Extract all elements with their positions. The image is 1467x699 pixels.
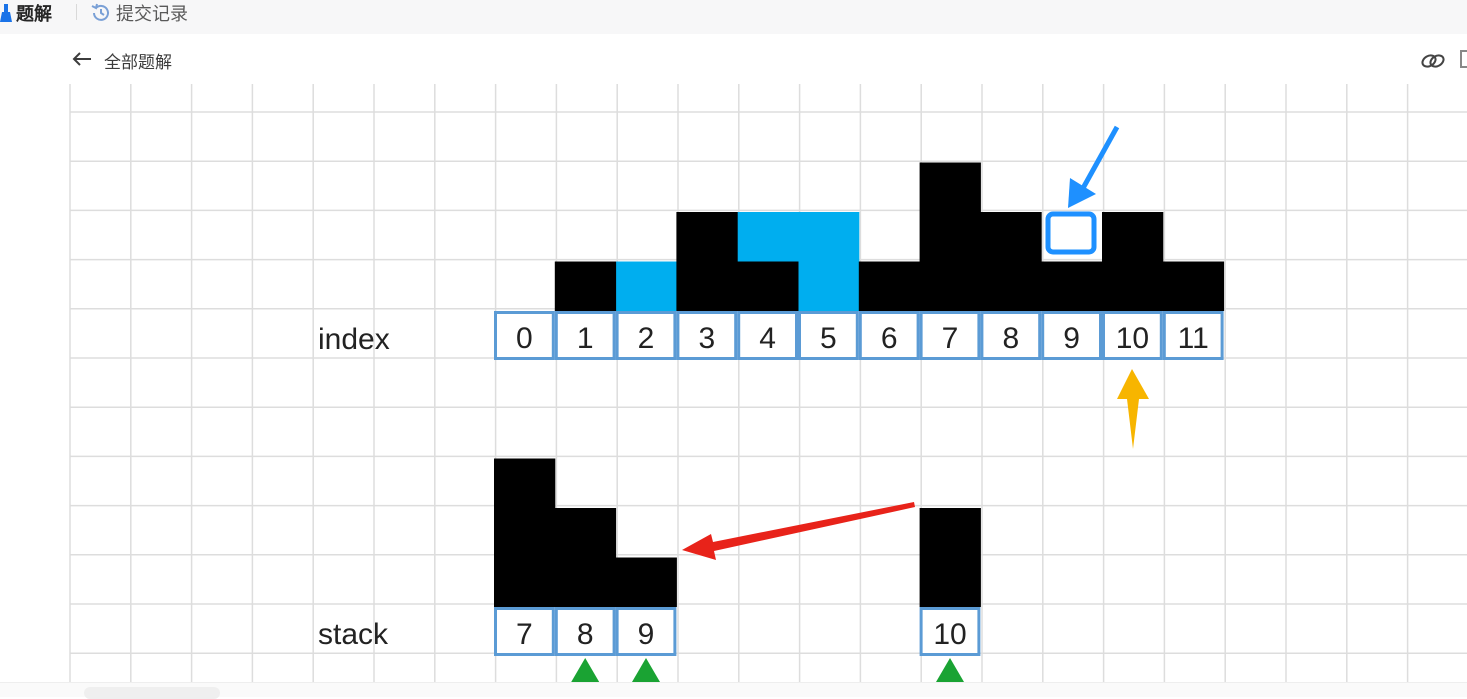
water-cell	[737, 212, 799, 262]
index-cell	[1102, 311, 1163, 360]
stack-cell-label: 7	[516, 618, 533, 651]
water-cell	[798, 212, 860, 311]
index-cell-label: 11	[1178, 322, 1209, 355]
top-tab-bar: 题解 提交记录	[0, 0, 1467, 35]
tab-divider	[76, 4, 77, 20]
tab-solution[interactable]: 题解	[0, 0, 52, 26]
stack-cell-label: 8	[577, 618, 594, 651]
height-block	[737, 261, 799, 311]
blue-arrow	[1068, 125, 1120, 208]
index-cell-label: 10	[1116, 322, 1149, 355]
green-marker	[632, 658, 660, 682]
solution-header: 全部题解	[0, 34, 1467, 84]
water-cells	[615, 212, 860, 311]
index-cell	[1162, 311, 1224, 360]
index-cell	[494, 311, 555, 360]
index-cell-label: 7	[942, 322, 959, 355]
index-cell-label: 4	[759, 322, 776, 355]
index-cell	[858, 311, 920, 360]
index-cell-label: 9	[1063, 322, 1080, 355]
height-block	[980, 212, 1042, 311]
orange-arrow	[1117, 369, 1149, 449]
stack-cell	[615, 607, 677, 656]
green-marker	[936, 658, 964, 682]
link-icon[interactable]	[1420, 50, 1446, 76]
height-block	[554, 261, 617, 311]
stack-block	[615, 557, 677, 607]
index-cell-label: 0	[516, 322, 533, 355]
back-to-all-solutions[interactable]: 全部题解	[72, 48, 172, 73]
stack-cell	[919, 607, 981, 656]
index-label: index	[318, 323, 390, 356]
height-block	[1102, 212, 1164, 311]
index-cell-label: 5	[820, 322, 837, 355]
arrow-left-icon	[72, 51, 92, 71]
stack-row: 7 8 9 10	[494, 607, 981, 656]
height-block	[676, 212, 738, 311]
index-cell-label: 1	[577, 322, 594, 355]
flask-icon	[0, 4, 12, 22]
back-label: 全部题解	[104, 53, 172, 73]
index-cell	[919, 311, 981, 360]
green-marker	[571, 658, 600, 682]
tab-submissions-label: 提交记录	[116, 4, 188, 25]
stack-cell	[494, 607, 555, 656]
index-row: 0 1 2 3 4 5 6 7 8 9 10 11	[494, 311, 1224, 360]
water-cell	[615, 261, 677, 311]
stack-block	[554, 508, 617, 607]
index-cell	[798, 311, 859, 360]
index-cell-label: 3	[698, 322, 715, 355]
panel-icon[interactable]	[1460, 50, 1467, 68]
history-icon	[90, 2, 112, 24]
index-cell	[737, 311, 799, 360]
stack-blocks	[494, 458, 981, 607]
index-cell	[676, 311, 738, 360]
stack-label: stack	[318, 618, 389, 651]
height-block	[919, 162, 981, 311]
grid-background	[69, 84, 1467, 682]
index-cell	[554, 311, 616, 360]
bottom-pill	[84, 687, 220, 699]
highlight-box	[1045, 211, 1097, 255]
tab-submissions[interactable]: 提交记录	[90, 0, 188, 26]
height-block	[1041, 261, 1103, 311]
stack-block	[494, 458, 556, 607]
tab-solution-label: 题解	[16, 4, 52, 25]
height-block	[858, 261, 921, 311]
index-cell-label: 6	[881, 322, 898, 355]
index-cell-label: 8	[1002, 322, 1019, 355]
stack-block	[919, 508, 981, 607]
bottom-bar	[0, 682, 1467, 699]
index-cell-label: 2	[638, 322, 655, 355]
height-blocks	[554, 162, 1225, 311]
index-cell	[615, 311, 677, 360]
height-block	[1162, 261, 1225, 311]
stack-cell	[554, 607, 616, 656]
stack-cell-label: 9	[638, 618, 655, 651]
index-cell	[980, 311, 1042, 360]
pointer-markers	[571, 658, 964, 682]
red-arrow	[682, 502, 915, 560]
stack-cell-label: 10	[933, 618, 966, 651]
index-cell	[1041, 311, 1102, 360]
trapping-rain-water-diagram: 0 1 2 3 4 5 6 7 8 9 10 11 7 8 9 10 index stack	[69, 84, 1467, 682]
